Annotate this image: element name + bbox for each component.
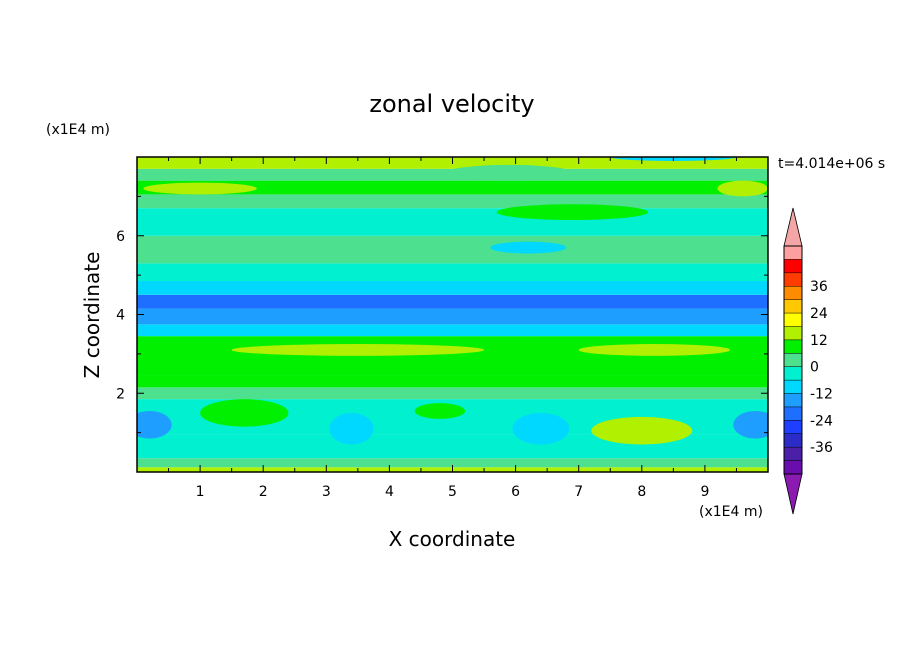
x-unit-label: (x1E4 m) [699, 504, 763, 520]
contour-blob-7 [446, 164, 573, 181]
x-axis: 1 2 3 4 5 6 7 8 9 [168, 157, 737, 500]
y-tick-label: 4 [116, 308, 125, 324]
contour-band-8 [137, 308, 768, 325]
y-unit-label: (x1E4 m) [46, 122, 110, 138]
x-axis-label: X coordinate [389, 527, 516, 551]
chart-title: zonal velocity [369, 90, 534, 118]
time-label: t=4.014e+06 s [778, 156, 885, 172]
contour-band-15 [137, 180, 768, 195]
contour-blob-5 [329, 412, 374, 445]
y-axis-label: Z coordinate [80, 252, 104, 379]
colorbar-swatch [783, 259, 803, 274]
contour-blob-1 [414, 403, 466, 419]
colorbar-frame [783, 245, 803, 475]
plot-area [137, 157, 768, 472]
y-tick-label: 2 [116, 386, 125, 402]
contour-band-1 [137, 458, 768, 468]
x-tick-label: 7 [574, 484, 583, 500]
contour-blob-3 [137, 410, 172, 439]
colorbar-swatch [783, 433, 803, 448]
x-tick-label: 9 [700, 484, 709, 500]
contour-band-11 [137, 263, 768, 282]
colorbar-swatch [783, 312, 803, 328]
colorbar-swatch [783, 245, 803, 261]
contour-band-5 [137, 375, 768, 388]
x-tick-label: 8 [637, 484, 646, 500]
colorbar-swatch [783, 339, 803, 355]
contour-blob-12 [578, 344, 731, 356]
colorbar-swatch [783, 326, 803, 341]
contour-blob-10 [490, 241, 567, 254]
contour-blob-0 [200, 399, 289, 427]
contour-band-10 [137, 281, 768, 295]
contour-blob-6 [512, 412, 570, 445]
colorbar-label: -24 [810, 413, 833, 429]
contour-blob-8 [496, 204, 649, 220]
x-tick-label: 2 [259, 484, 268, 500]
contour-band-12 [137, 235, 768, 264]
colorbar-label: 12 [810, 333, 828, 349]
colorbar-swatch [783, 366, 803, 381]
x-tick-label: 1 [196, 484, 205, 500]
colorbar-swatch [783, 460, 803, 475]
colorbar-swatch [783, 379, 803, 395]
colorbar-swatch [783, 353, 803, 368]
contour-band-7 [137, 324, 768, 337]
x-tick-label: 3 [322, 484, 331, 500]
colorbar-swatch [783, 272, 803, 287]
colorbar-swatch [783, 285, 803, 301]
colorbar-under-triangle [783, 473, 803, 515]
colorbar-swatch [783, 406, 803, 422]
x-tick-label: 5 [448, 484, 457, 500]
colorbar-swatch [783, 299, 803, 314]
colorbar-label: 0 [810, 360, 819, 376]
contour-band-4 [137, 387, 768, 400]
colorbar: 36 24 12 0 -12 -24 -36 [783, 207, 833, 515]
contour-blob-13 [717, 180, 768, 197]
contour-band-14 [137, 194, 768, 209]
contour-blob-4 [733, 410, 768, 439]
colorbar-swatch [783, 420, 803, 435]
contour-blob-2 [591, 416, 693, 445]
contour-band-6 [137, 336, 768, 376]
colorbar-over-triangle [783, 207, 803, 247]
colorbar-label: -12 [810, 387, 833, 403]
y-axis: 2 4 6 [116, 195, 768, 434]
colorbar-swatch [783, 446, 803, 462]
colorbar-label: 36 [810, 279, 828, 295]
contour-blob-9 [143, 182, 257, 195]
x-tick-label: 6 [511, 484, 520, 500]
colorbar-swatch [783, 393, 803, 408]
colorbar-label: 24 [810, 306, 828, 322]
y-tick-label: 6 [116, 229, 125, 245]
x-tick-label: 4 [385, 484, 394, 500]
colorbar-label: -36 [810, 440, 833, 456]
contour-band-9 [137, 294, 768, 309]
contour-band-13 [137, 208, 768, 236]
contour-blob-11 [231, 344, 485, 356]
